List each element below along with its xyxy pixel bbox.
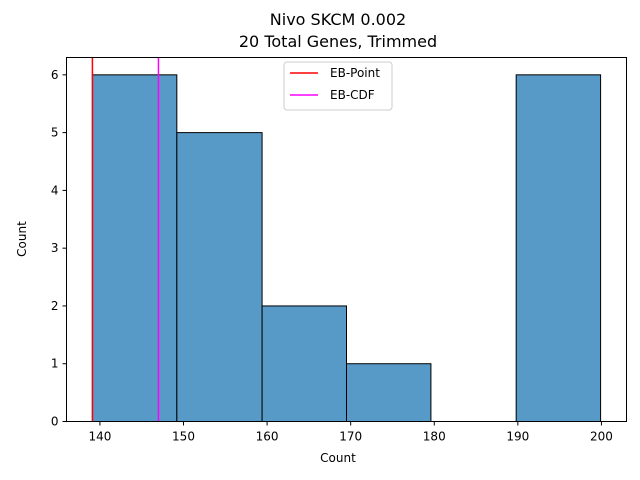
- plot-frame: [66, 57, 627, 422]
- x-tick-label: 200: [590, 430, 613, 444]
- y-tick-label: 3: [51, 241, 59, 255]
- y-tick-label: 4: [51, 183, 59, 197]
- x-tick-label: 150: [172, 430, 195, 444]
- histogram-bar-5: [515, 74, 602, 422]
- chart-subtitle: 20 Total Genes, Trimmed: [239, 32, 437, 51]
- legend-label-eb-point: EB-Point: [330, 66, 380, 80]
- chart-title: Nivo SKCM 0.002: [270, 10, 406, 29]
- histogram-bar-2: [261, 305, 347, 423]
- y-axis-label: Count: [15, 221, 29, 257]
- y-tick-label: 0: [51, 415, 59, 429]
- bars-group: [91, 74, 602, 423]
- x-tick-label: 160: [256, 430, 279, 444]
- y-tick-label: 1: [51, 357, 59, 371]
- y-tick-label: 2: [51, 299, 59, 313]
- histogram-bar-1: [176, 132, 263, 422]
- x-tick-label: 180: [423, 430, 446, 444]
- histogram-bar-0: [91, 74, 178, 422]
- legend-label-eb-cdf: EB-CDF: [330, 88, 375, 102]
- y-axis-ticks: 0 1 2 3 4 5 6: [51, 68, 67, 429]
- x-axis-ticks: 140 150 160 170 180 190 200: [88, 421, 613, 444]
- y-tick-label: 6: [51, 68, 59, 82]
- reference-lines-group: [91, 57, 160, 422]
- legend: EB-Point EB-CDF: [283, 61, 393, 111]
- x-tick-label: 140: [88, 430, 111, 444]
- x-axis-label: Count: [320, 451, 356, 465]
- y-tick-label: 5: [51, 126, 59, 140]
- x-tick-label: 190: [506, 430, 529, 444]
- legend-box: [283, 61, 393, 111]
- x-tick-label: 170: [339, 430, 362, 444]
- histogram-bar-3: [346, 363, 432, 423]
